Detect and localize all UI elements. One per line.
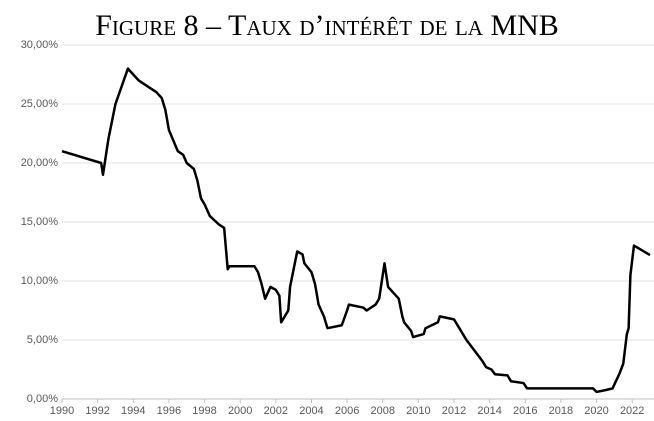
y-tick-label: 5,00% xyxy=(27,334,58,346)
y-tick-label: 20,00% xyxy=(21,157,59,169)
x-tick-label: 1990 xyxy=(50,405,74,417)
x-tick-label: 2012 xyxy=(442,405,466,417)
x-tick-label: 1998 xyxy=(192,405,216,417)
y-tick-label: 10,00% xyxy=(21,275,59,287)
x-tick-label: 2004 xyxy=(299,405,323,417)
data-line xyxy=(61,67,651,394)
x-tick-label: 2022 xyxy=(620,405,644,417)
x-tick-label: 2020 xyxy=(584,405,608,417)
x-tick-label: 1994 xyxy=(121,405,145,417)
x-tick-label: 2014 xyxy=(477,405,501,417)
y-tick-label: 15,00% xyxy=(21,216,59,228)
x-tick-label: 2002 xyxy=(264,405,288,417)
x-tick-label: 2008 xyxy=(370,405,394,417)
x-tick-label: 2016 xyxy=(513,405,537,417)
x-tick-label: 2006 xyxy=(335,405,359,417)
chart-title: Figure 8 – Taux d’intérêt de la MNB xyxy=(95,9,559,42)
x-tick-label: 2000 xyxy=(228,405,252,417)
x-tick-label: 2010 xyxy=(406,405,430,417)
y-tick-label: 25,00% xyxy=(21,98,59,110)
x-tick-label: 1996 xyxy=(157,405,181,417)
x-tick-label: 2018 xyxy=(549,405,573,417)
y-tick-label: 0,00% xyxy=(27,393,58,405)
x-tick-label: 1992 xyxy=(85,405,109,417)
y-tick-label: 30,00% xyxy=(21,39,59,51)
